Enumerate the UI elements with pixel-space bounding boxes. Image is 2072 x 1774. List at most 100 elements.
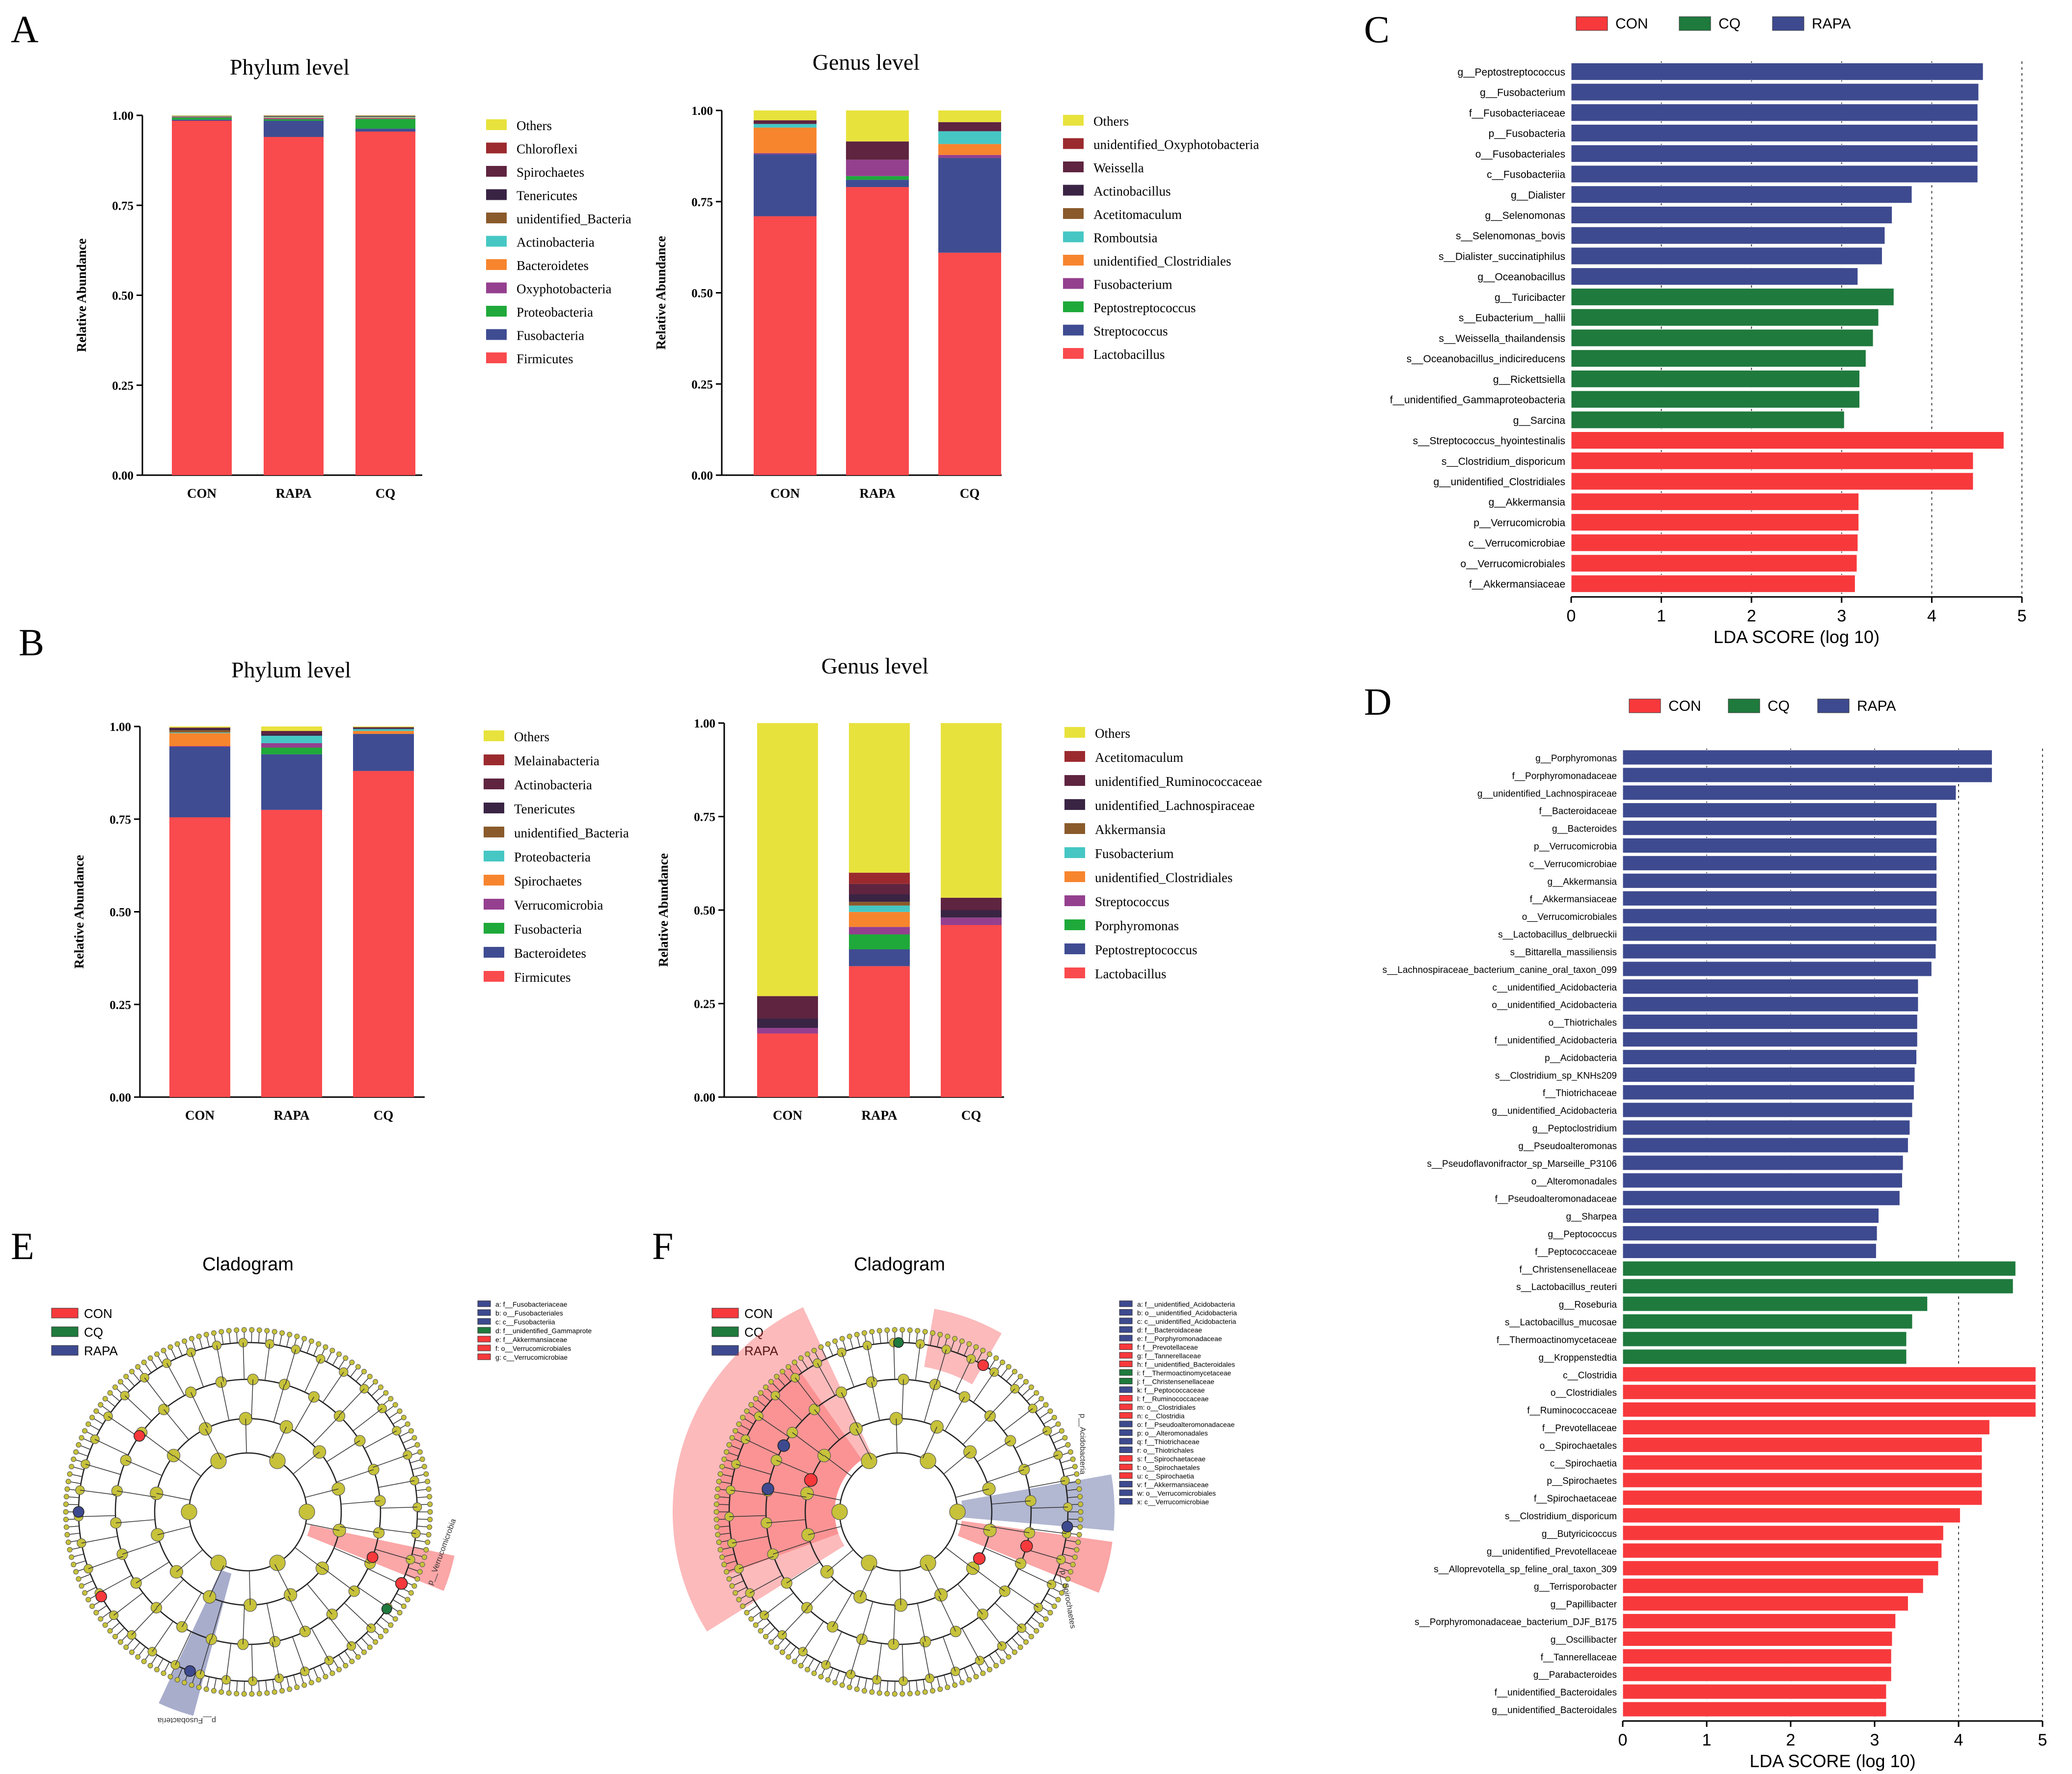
clade-tip-node — [832, 1338, 838, 1344]
lda-label: f__Fusobacteriaceae — [1469, 108, 1565, 119]
clade-tip-node — [798, 1355, 804, 1361]
clade-tip-node — [1062, 1583, 1068, 1589]
clade-tip-node — [141, 1659, 147, 1665]
clade-branch — [867, 1345, 874, 1382]
clade-tip-node — [768, 1639, 774, 1645]
bar-segment-fusobacteria — [261, 748, 322, 754]
lda-label: g__Dialister — [1511, 189, 1565, 201]
clade-tip-node — [748, 1616, 754, 1622]
clade-tip-node — [1078, 1517, 1084, 1523]
clade-branch — [817, 1363, 836, 1396]
clade-tip-node — [154, 1666, 160, 1672]
clade-tip-node — [388, 1622, 394, 1628]
chart-title: Genus level — [821, 653, 928, 678]
lda-bar — [1622, 1173, 1903, 1188]
lda-label: s__Lactobacillus_mucosae — [1505, 1317, 1617, 1328]
lda-bar — [1622, 1031, 1918, 1048]
clade-tip-node — [818, 1674, 824, 1680]
lda-bar — [1571, 370, 1860, 388]
lda-label: f__Pseudoalteromonadaceae — [1495, 1194, 1617, 1205]
clade-tip-node — [915, 1690, 921, 1696]
bar-segment-firmicutes — [169, 817, 230, 1097]
clade-tip-node — [154, 1351, 160, 1357]
clade-tip-node — [112, 1384, 118, 1390]
clade-branch — [266, 1603, 275, 1642]
clade-node — [949, 1504, 966, 1520]
bar-segment-unidentified_clostridiales — [938, 144, 1001, 155]
clade-branch — [973, 1371, 995, 1403]
clade-branch — [175, 1631, 191, 1666]
legend-swatch — [486, 119, 507, 130]
clade-branch — [893, 1343, 896, 1380]
clade-branch — [736, 1464, 772, 1475]
legend-label: Others — [514, 729, 549, 744]
clade-tip-node — [98, 1616, 104, 1622]
clade-tip-node — [361, 1649, 367, 1655]
bar-segment-tenericutes — [353, 728, 414, 729]
legend-swatch — [484, 827, 504, 837]
clade-branch — [962, 1416, 991, 1445]
clade-tip-node — [112, 1634, 118, 1640]
bar-segment-bacteroidetes — [169, 747, 230, 817]
clade-tip-node — [1055, 1421, 1061, 1427]
legend-swatch — [1064, 968, 1085, 978]
panel-letter-D: D — [1364, 680, 1391, 723]
bar-segment-verrucomicrobia — [261, 743, 322, 748]
bar-segment-unidentified_lachnospiraceae — [757, 1018, 818, 1028]
clade-node — [920, 1555, 936, 1571]
clade-tip-node — [287, 1332, 293, 1338]
lda-bar — [1622, 820, 1937, 836]
clade-branch — [808, 1526, 842, 1535]
clade-tip-node — [427, 1494, 433, 1500]
clade-branch — [364, 1430, 397, 1449]
lda-label: g__Kroppenstedtia — [1538, 1353, 1617, 1363]
clade-branch — [749, 1575, 783, 1593]
lda-bar — [1622, 1543, 1942, 1559]
clade-tip-node — [426, 1532, 432, 1537]
clade-tip-node — [107, 1390, 113, 1396]
bar-segment-others — [264, 115, 324, 116]
lda-label: o__Alteromonadales — [1531, 1177, 1617, 1187]
clade-branch — [333, 1548, 370, 1564]
x-tick-label: RAPA — [274, 1108, 310, 1123]
legend-label: Bacteroidetes — [517, 258, 589, 273]
legend-swatch — [1063, 255, 1084, 266]
legend-label: Streptococcus — [1093, 324, 1168, 339]
clade-tip-node — [67, 1471, 73, 1477]
clade-tip-node — [1028, 1634, 1034, 1640]
clade-tip-node — [336, 1351, 342, 1357]
legend-swatch — [1064, 799, 1085, 810]
lda-bar — [1622, 1084, 1914, 1100]
y-tick-label: 0.50 — [691, 287, 713, 300]
clade-marker — [893, 1337, 904, 1348]
legend-label: Chloroflexi — [517, 142, 577, 157]
clade-branch — [99, 1575, 132, 1593]
legend-label: unidentified_Bacteria — [517, 212, 631, 226]
bar-segment-unidentified_ruminococcaceae — [849, 884, 910, 894]
y-tick-label: 0.00 — [694, 1091, 715, 1104]
clade-branch — [1029, 1480, 1065, 1488]
key-label: m: o__Clostridiales — [1137, 1403, 1196, 1411]
lda-label: s__Bittarella_massiliensis — [1510, 947, 1617, 958]
clade-tip-node — [397, 1408, 403, 1414]
legend-swatch — [486, 306, 507, 317]
clade-tip-node — [427, 1501, 433, 1507]
bar-segment-streptococcus — [849, 927, 910, 935]
clade-branch — [1030, 1528, 1067, 1534]
clade-branch — [1031, 1506, 1068, 1509]
lda-bar — [1622, 1490, 1983, 1505]
legend-swatch — [1063, 185, 1084, 196]
chart-title: Phylum level — [230, 54, 350, 80]
chart-title: Genus level — [813, 50, 920, 75]
clade-branch — [989, 1388, 1015, 1416]
lda-bar — [1622, 855, 1937, 871]
legend-swatch — [1063, 161, 1084, 172]
lda-bar — [1622, 1613, 1896, 1629]
clade-tip-node — [85, 1597, 91, 1603]
clade-branch — [322, 1371, 344, 1403]
bar-segment-lactobacillus — [938, 252, 1001, 475]
bar-segment-streptococcus — [941, 917, 1002, 925]
x-tick-label: CQ — [960, 486, 980, 501]
key-label: d: f__Bacteroidaceae — [1137, 1326, 1202, 1334]
